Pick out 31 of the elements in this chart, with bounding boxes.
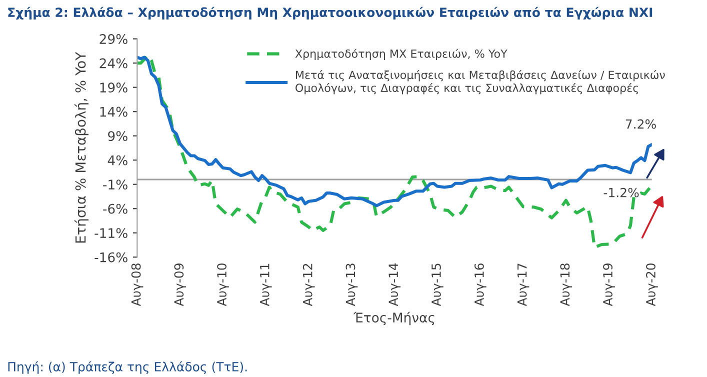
y-tick-label: 14%	[100, 106, 128, 117]
x-tick-label: Αυγ-13	[346, 264, 358, 306]
y-tick-label: 19%	[100, 82, 128, 93]
x-tick-label: Αυγ-16	[474, 263, 486, 306]
text: Πηγή: (α) Τράπεζα της Ελλάδος (ΤτΕ).	[8, 361, 247, 374]
y-tick-label: 29%	[100, 34, 128, 44]
x-tick-label: Αυγ-19	[603, 264, 615, 306]
y-tick-label: 9%	[108, 131, 128, 142]
y-tick-label: -11%	[94, 228, 128, 238]
chart-title: Σχήμα 2: Ελλάδα – Χρηματοδότηση Μη Χρηματοοικονομικών Εταιρειών από τα Εγχώρια ΝΧΙ	[8, 6, 652, 20]
y-tick-label: -16%	[94, 252, 128, 262]
legend-label: Χρηματοδότηση ΜΧ Εταιρειών, % YoY	[295, 48, 508, 60]
x-tick-label: Αυγ-20	[646, 264, 658, 306]
x-tick-label: Αυγ-09	[174, 264, 186, 306]
y-tick-label: 24%	[100, 58, 128, 68]
y-tick-label: 4%	[108, 155, 128, 166]
x-tick-label: Αυγ-08	[131, 264, 144, 306]
x-tick-label: Αυγ-17	[517, 264, 530, 306]
y-tick-label: -6%	[103, 204, 128, 214]
y-axis-title: Ετήσια % Μεταβολή, % YoY	[74, 52, 88, 243]
y-tick-label: -1%	[103, 180, 128, 190]
annotation: 7.2%	[626, 119, 656, 129]
x-tick-label: Αυγ-18	[560, 264, 572, 306]
x-tick-label: Αυγ-12	[302, 264, 315, 306]
x-tick-label: Αυγ-15	[432, 264, 444, 306]
x-tick-label: Αυγ-11	[260, 264, 272, 306]
x-axis-title: Έτος-Μήνας	[353, 312, 434, 326]
x-tick-label: Αυγ-10	[217, 264, 229, 306]
annotation: -1.2%	[604, 188, 639, 198]
legend-label: Μετά τις Αναταξινομήσεις και Μεταβιβάσεις Δανείων / Εταιρικών Ομολόγων, τις Διαγραφές και τις Συναλλαγματικές Διαφορές	[296, 70, 665, 94]
x-tick-label: Αυγ-14	[388, 263, 400, 306]
